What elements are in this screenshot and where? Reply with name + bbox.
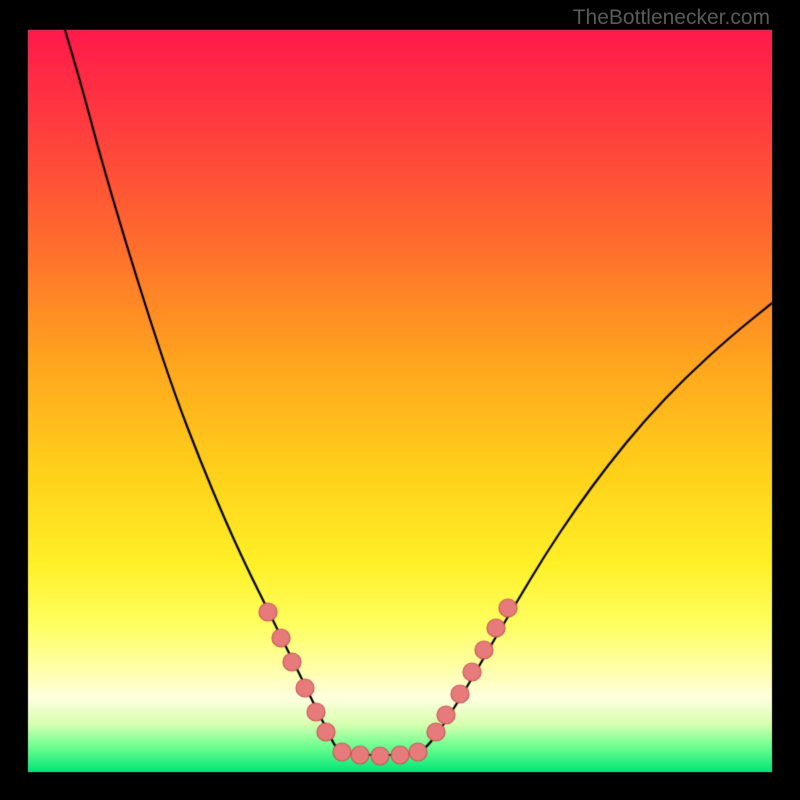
watermark-text: TheBottlenecker.com: [573, 6, 770, 30]
chart-stage: TheBottlenecker.com: [0, 0, 800, 800]
data-dots: [0, 0, 800, 800]
